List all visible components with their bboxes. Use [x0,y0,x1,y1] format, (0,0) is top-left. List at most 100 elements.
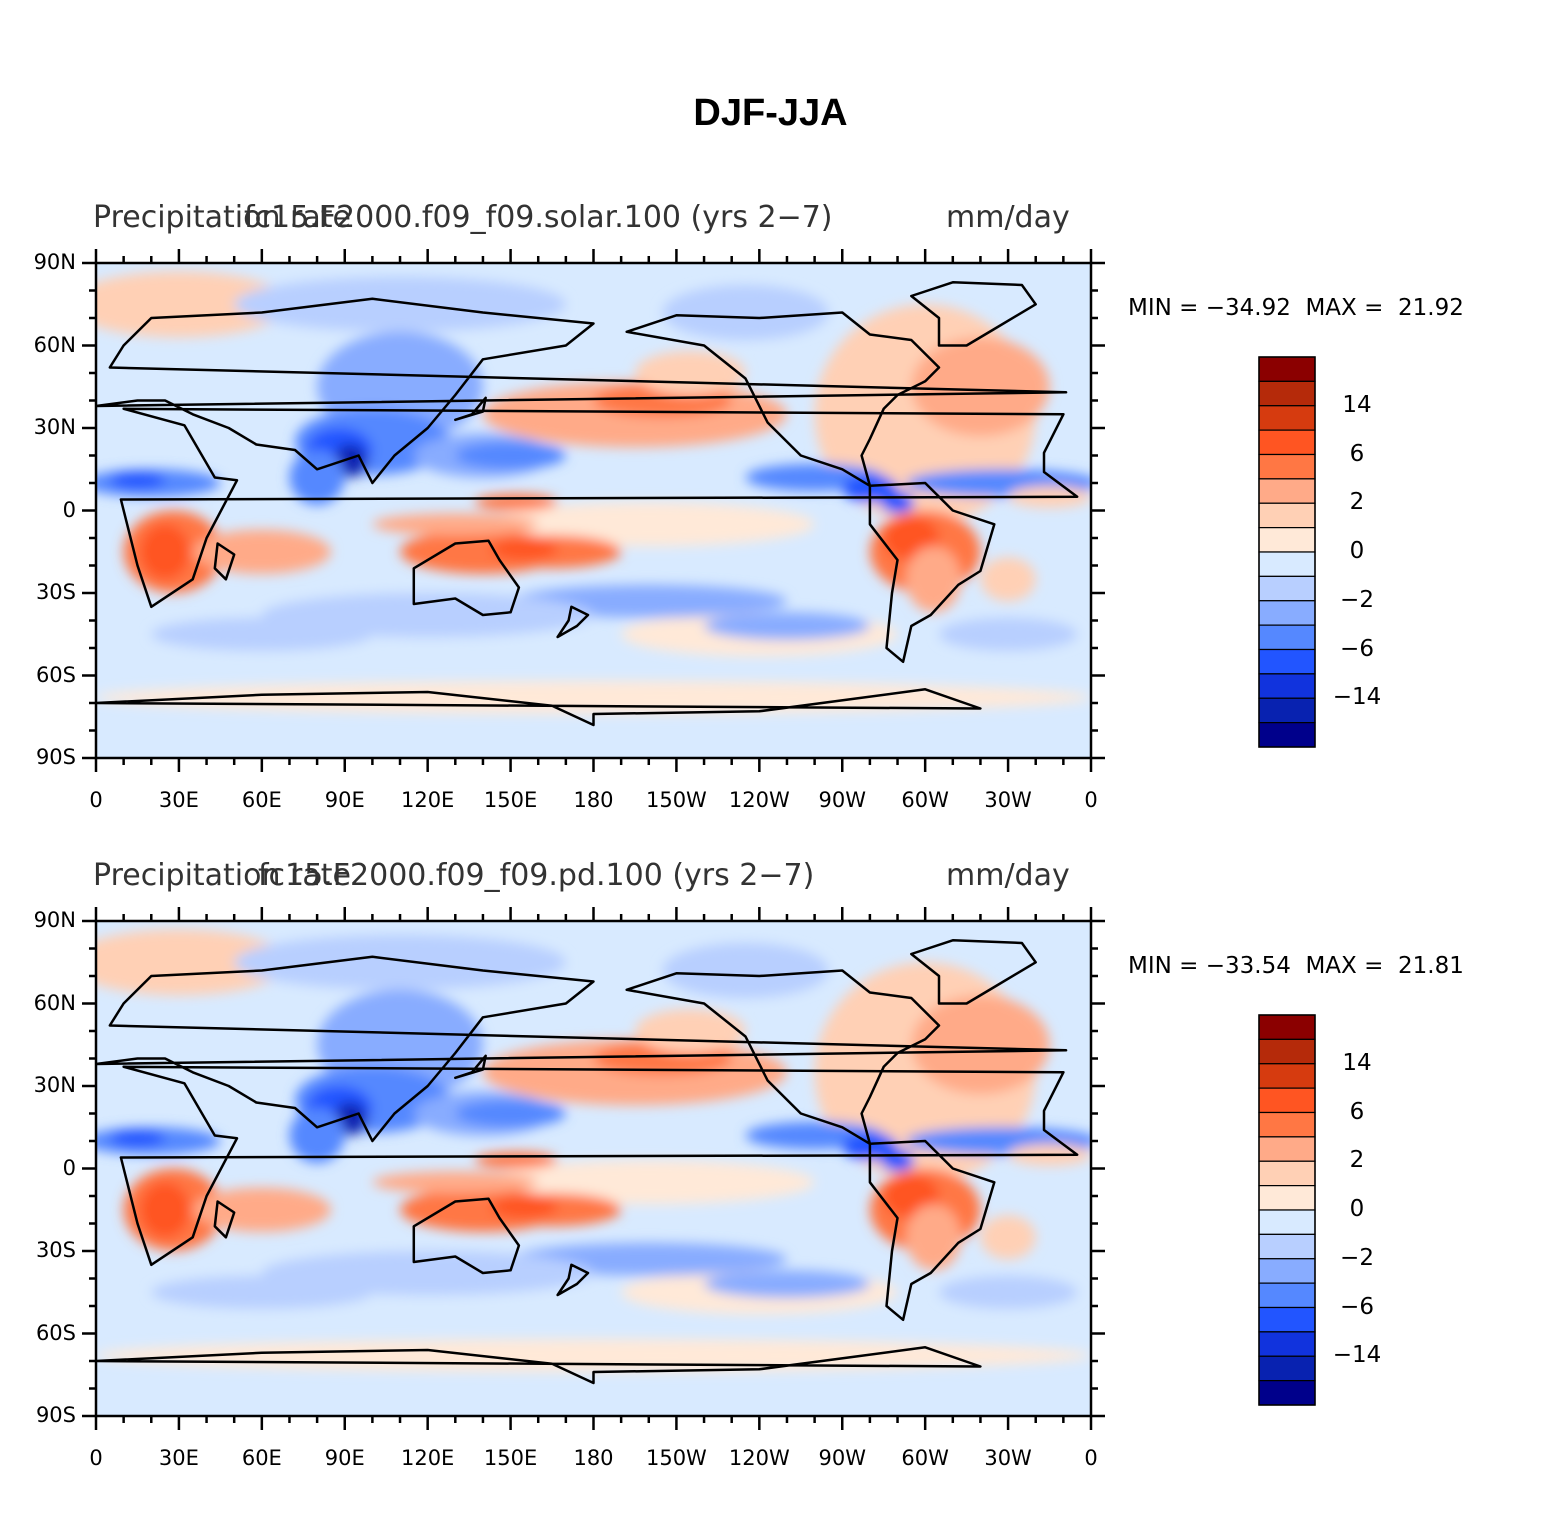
colorbar-swatch [1258,429,1316,456]
axis-ticks [82,249,1105,772]
field-region [911,337,1050,437]
field-region [151,617,373,651]
y-tick-label: 0 [62,1155,76,1180]
panel-center-title: fc15.F2000.f09_f09.solar.100 (yrs 2−7) [244,200,833,235]
x-tick-label: 120E [400,1446,455,1470]
x-tick-label: 150W [645,788,707,812]
colorbar-label: −14 [1332,684,1382,711]
field-region [474,494,558,511]
field-region [192,1187,331,1232]
map-panel-solar: Precipitation rate fc15.F2000.f09_f09.so… [0,190,1541,830]
colorbar-swatch [1258,1233,1316,1260]
colorbar-label: −6 [1340,635,1374,662]
colorbar-swatch [1258,1306,1316,1333]
min-max-label: MIN = −33.54 MAX = 21.81 [1128,953,1464,979]
field-region [938,617,1078,651]
field-region [482,1160,815,1205]
precipitation-map [82,249,1316,772]
x-tick-label: 180 [573,1446,614,1470]
colorbar-swatch [1258,1282,1316,1309]
colorbar-label: 0 [1349,1196,1365,1222]
antarctica-coastline [96,1346,982,1385]
colorbar-label: −2 [1340,586,1374,613]
colorbar-label: 6 [1349,1098,1365,1125]
colorbar-swatch [1258,478,1316,504]
field-region [96,271,290,338]
field-region [151,1275,373,1309]
panel-left-title: Precipitation rate [93,200,351,235]
field-region [140,1182,190,1238]
precip-field [96,921,1091,1416]
field-region [491,538,558,560]
x-tick-label: 60W [901,788,949,812]
new-zealand-coastline [556,605,590,639]
x-tick-label: 0 [89,1446,103,1470]
greenland-coastline [910,281,1037,347]
x-tick-label: 0 [1084,1446,1098,1470]
colorbar-swatch [1258,697,1316,724]
y-tick-label: 30S [35,1238,76,1262]
madagascar-coastline [213,1200,236,1239]
panel-left-title: Precipitation rate [93,858,351,893]
field-region [704,612,870,640]
y-tick-label: 60N [33,990,76,1015]
colorbar-label: −6 [1340,1293,1374,1320]
x-tick-label: 0 [89,788,103,812]
japan-coastline [454,396,487,422]
colorbar-label: −2 [1340,1244,1374,1271]
panel-units: mm/day [946,200,1070,235]
colorbar-swatch [1258,722,1316,748]
eurasia-coastline [96,955,1068,1143]
colorbar [1258,356,1316,748]
colorbar-swatch [1258,1258,1316,1284]
x-tick-label: 30W [984,1446,1032,1470]
field-region [634,351,746,395]
colorbar-label: 14 [1342,391,1372,418]
colorbar-swatch [1258,356,1316,382]
x-tick-label: 180 [573,788,614,812]
x-tick-label: 90E [324,1446,365,1470]
x-tick-label: 0 [1084,788,1098,812]
field-region [905,1204,962,1271]
south-america-coastline [868,481,996,664]
field-region [455,1099,566,1128]
colorbar-swatch [1258,1063,1316,1089]
field-region [234,934,566,990]
colorbar-frame [1258,356,1316,748]
field-region [704,1270,870,1298]
x-tick-label: 120W [728,788,790,812]
north-america-coastline [625,969,941,1146]
madagascar-coastline [213,542,236,581]
field-region [980,557,1036,602]
y-tick-label: 60N [33,332,76,357]
colorbar-swatch [1258,673,1316,699]
panel-units: mm/day [946,858,1070,893]
x-tick-label: 60E [241,1446,282,1470]
field-region [634,1009,746,1053]
x-tick-label: 150W [645,1446,707,1470]
field-region [234,276,566,332]
precipitation-map [82,907,1316,1430]
field-region [96,929,290,996]
x-tick-label: 30W [984,788,1032,812]
y-tick-label: 60S [35,662,76,687]
min-max-label: MIN = −34.92 MAX = 21.92 [1128,295,1464,321]
colorbar-label: 14 [1342,1049,1372,1076]
colorbar-label: −14 [1332,1342,1382,1369]
x-tick-label: 90W [818,1446,867,1470]
colorbar-swatch [1258,1331,1316,1357]
colorbar-swatch [1258,1209,1316,1235]
field-region [289,450,345,505]
field-region [911,995,1050,1095]
y-tick-label: 30S [35,580,76,604]
field-region [372,513,539,536]
colorbar-swatch [1258,453,1316,480]
colorbar-swatch [1258,1380,1316,1406]
colorbar-swatch [1258,1160,1316,1187]
colorbar-swatch [1258,1038,1316,1065]
colorbar-swatch [1258,502,1316,529]
field-region [372,1171,539,1194]
colorbar-swatch [1258,1087,1316,1114]
x-tick-label: 60E [241,788,282,812]
field-region [192,529,331,574]
